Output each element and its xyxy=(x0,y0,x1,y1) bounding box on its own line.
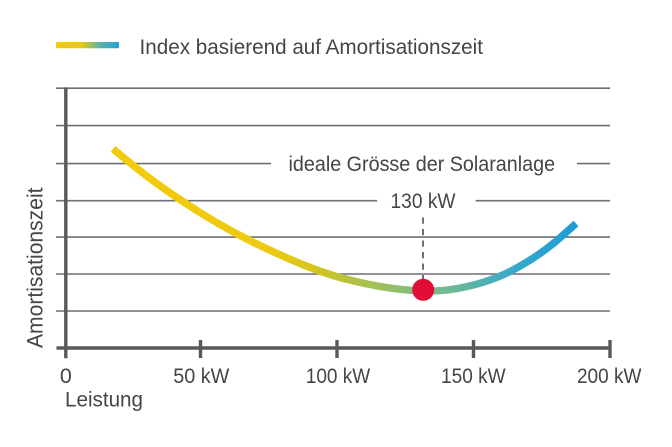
svg-text:ideale Grösse der Solaranlage: ideale Grösse der Solaranlage xyxy=(289,152,556,176)
svg-text:130 kW: 130 kW xyxy=(391,189,457,213)
svg-text:Leistung: Leistung xyxy=(65,388,143,412)
svg-text:0: 0 xyxy=(60,364,72,388)
svg-text:Index basierend auf Amortisati: Index basierend auf Amortisationszeit xyxy=(140,35,484,59)
svg-text:150 kW: 150 kW xyxy=(441,364,506,388)
svg-text:50 kW: 50 kW xyxy=(173,364,230,388)
svg-text:Amortisationszeit: Amortisationszeit xyxy=(23,188,48,349)
svg-text:200 kW: 200 kW xyxy=(577,364,642,388)
svg-text:100 kW: 100 kW xyxy=(306,364,371,388)
